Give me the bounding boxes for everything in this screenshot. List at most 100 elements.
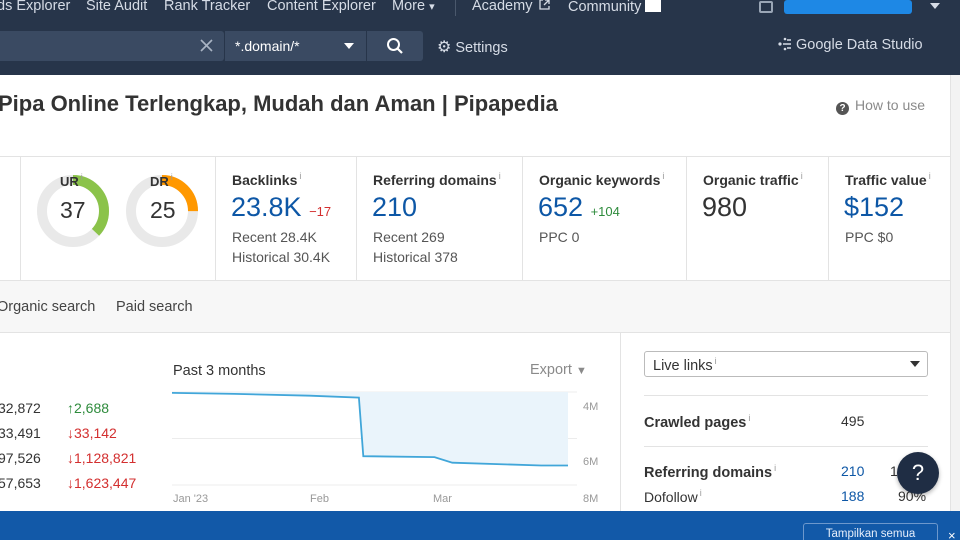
search-input[interactable] xyxy=(0,31,224,61)
search-button[interactable] xyxy=(367,31,423,61)
divider xyxy=(20,156,21,280)
show-all-button[interactable]: Tampilkan semua xyxy=(803,523,938,540)
list-item-delta-value: 1,623,447 xyxy=(74,475,137,491)
referring-domains-panel-label-text: Referring domains xyxy=(644,465,773,481)
nav-site-explorer[interactable]: ds Explorer xyxy=(0,0,71,14)
google-data-studio-button[interactable]: Google Data Studio xyxy=(778,37,923,53)
search-type-tabs xyxy=(0,281,950,333)
ur-gauge[interactable] xyxy=(35,173,111,249)
chevron-down-icon xyxy=(910,361,920,367)
tab-organic-search[interactable]: Organic search xyxy=(0,299,96,315)
traffic-chart[interactable] xyxy=(172,390,597,495)
page-scrollbar[interactable] xyxy=(950,75,960,511)
live-links-select-label: Live links xyxy=(653,358,713,374)
notification-bar xyxy=(0,511,960,540)
ur-label: UR i xyxy=(60,172,83,189)
divider xyxy=(686,156,687,280)
account-chevron-down-icon[interactable] xyxy=(930,3,940,10)
nav-more-label: More xyxy=(392,0,426,14)
dr-gauge[interactable] xyxy=(124,173,200,249)
page-title: Pipa Online Terlengkap, Mudah dan Aman |… xyxy=(0,91,558,116)
nav-rank-tracker[interactable]: Rank Tracker xyxy=(164,0,251,14)
organic-traffic-label: Organic traffic i xyxy=(703,171,803,188)
referring-domains-label: Referring domains i xyxy=(373,171,501,188)
export-button[interactable]: Export ▼ xyxy=(530,362,587,378)
list-item-delta: ↓1,623,447 xyxy=(67,475,136,491)
data-studio-icon xyxy=(778,37,791,51)
traffic-value-ppc: PPC $0 xyxy=(845,229,894,245)
nav-community[interactable]: Community xyxy=(568,0,662,15)
live-links-select-value: Live links i xyxy=(653,356,717,374)
list-item-value: 97,526 xyxy=(0,450,41,466)
dr-value: 25 xyxy=(150,197,176,223)
nav-academy-label: Academy xyxy=(472,0,533,14)
nav-site-audit[interactable]: Site Audit xyxy=(86,0,148,14)
referring-domains-recent: Recent 269 xyxy=(373,229,445,245)
domain-mode-value: *.domain/* xyxy=(235,38,300,54)
tab-paid-search[interactable]: Paid search xyxy=(116,299,193,315)
external-link-icon xyxy=(539,0,551,10)
organic-keywords-label: Organic keywords i xyxy=(539,171,665,188)
crawled-pages-label-text: Crawled pages xyxy=(644,415,747,431)
organic-traffic-value: 980 xyxy=(702,192,748,222)
nav-more[interactable]: More ▾ xyxy=(392,0,435,14)
traffic-value-value[interactable]: $152 xyxy=(844,192,905,222)
nav-academy[interactable]: Academy xyxy=(472,0,551,14)
dofollow-label: Dofollow i xyxy=(644,488,702,505)
organic-keywords-label-text: Organic keywords xyxy=(539,172,661,188)
referring-domains-label-text: Referring domains xyxy=(373,172,497,188)
export-label: Export xyxy=(530,362,572,378)
gear-icon: ⚙ xyxy=(437,39,452,56)
account-name-redacted[interactable] xyxy=(784,0,912,14)
backlinks-historical: Historical 30.4K xyxy=(232,249,331,265)
dr-label-text: DR xyxy=(150,174,169,189)
list-item-delta: ↑2,688 xyxy=(67,400,109,416)
referring-domains-panel-value[interactable]: 210 xyxy=(841,463,865,479)
organic-traffic-label-text: Organic traffic xyxy=(703,172,799,188)
y-tick-label: 6M xyxy=(583,456,599,468)
chevron-down-icon: ▾ xyxy=(429,1,435,13)
traffic-value-label: Traffic value i xyxy=(845,171,931,188)
list-item-value: 33,491 xyxy=(0,425,41,441)
x-tick-label: Mar xyxy=(433,493,452,505)
organic-keywords-value[interactable]: 652 +104 xyxy=(538,192,620,223)
backlinks-label-text: Backlinks xyxy=(232,172,298,188)
dofollow-value[interactable]: 188 xyxy=(841,488,865,504)
list-item-delta-value: 1,128,821 xyxy=(74,450,137,466)
how-to-use-label: How to use xyxy=(855,97,926,113)
settings-button[interactable]: ⚙ Settings xyxy=(437,37,508,57)
divider xyxy=(644,446,928,447)
close-icon[interactable]: × xyxy=(948,528,956,540)
dr-gauge-fill xyxy=(126,175,198,247)
x-tick-label: Feb xyxy=(310,493,329,505)
dr-label: DR i xyxy=(150,172,173,189)
help-circle-icon: ? xyxy=(836,102,849,115)
account-icon[interactable] xyxy=(759,1,773,13)
nav-content-explorer[interactable]: Content Explorer xyxy=(267,0,376,14)
crawled-pages-label: Crawled pages i xyxy=(644,413,751,431)
x-tick-label: Jan '23 xyxy=(173,493,209,505)
help-button[interactable]: ? xyxy=(897,452,939,494)
traffic-value-label-text: Traffic value xyxy=(845,172,927,188)
referring-domains-panel-label: Referring domains i xyxy=(644,463,777,481)
backlinks-label: Backlinks i xyxy=(232,171,302,188)
divider xyxy=(828,156,829,280)
ur-gauge-fill xyxy=(37,175,109,247)
backlinks-value-text: 23.8K xyxy=(231,192,302,222)
domain-mode-select[interactable]: *.domain/* xyxy=(225,31,366,61)
arrow-up-icon: ↑ xyxy=(67,400,74,416)
list-item-delta-value: 33,142 xyxy=(74,425,117,441)
dofollow-label-text: Dofollow xyxy=(644,489,698,505)
crawled-pages-value: 495 xyxy=(841,413,865,429)
external-link-icon xyxy=(645,0,662,12)
divider xyxy=(644,395,928,396)
ur-value: 37 xyxy=(60,197,86,223)
divider xyxy=(522,156,523,280)
backlinks-value[interactable]: 23.8K −17 xyxy=(231,192,331,223)
referring-domains-value[interactable]: 210 xyxy=(372,192,418,222)
how-to-use-link[interactable]: ? How to use xyxy=(836,97,925,115)
backlinks-change: −17 xyxy=(309,204,332,219)
live-links-select[interactable]: Live links i xyxy=(644,351,928,377)
referring-domains-panel-secondary: 1 xyxy=(890,463,898,479)
clear-search-icon[interactable] xyxy=(200,39,213,52)
